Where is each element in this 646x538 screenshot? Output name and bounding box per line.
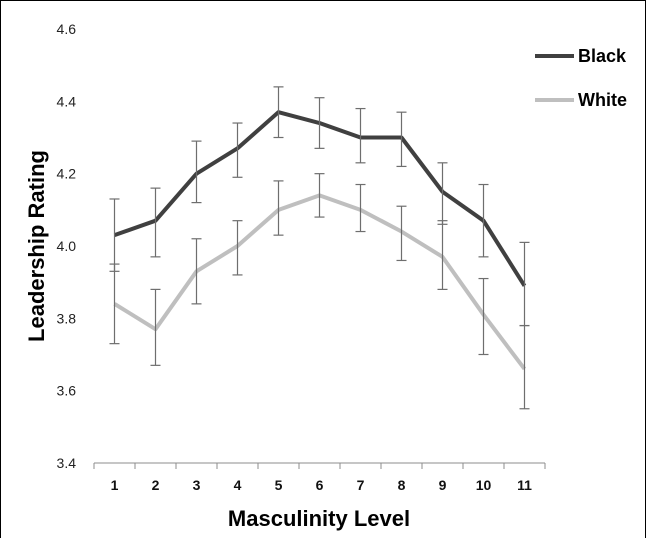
error-bar-white [273,180,284,236]
legend-label-black: Black [578,46,627,66]
error-bar-white [478,277,489,356]
error-bar-white [314,173,325,218]
error-bar-black [478,183,489,258]
error-bar-white [396,205,407,262]
error-bar-black [396,111,407,168]
x-tick-label: 7 [357,477,365,493]
x-axis-title: Masculinity Level [228,506,410,531]
error-bar-black [232,122,243,178]
x-tick-label: 4 [234,477,242,493]
y-tick-label: 3.4 [57,455,77,471]
error-bar-black [355,107,366,164]
series-area [109,86,530,410]
series-line-white [113,193,527,371]
y-axis: 3.4 3.6 3.8 4.0 4.2 4.4 4.6 [57,21,77,471]
error-bar-white [437,220,448,290]
x-tick-label: 6 [316,477,324,493]
error-bar-white [150,288,161,366]
error-bar-black [314,97,325,149]
x-tick-label: 2 [152,477,160,493]
y-tick-label: 3.8 [57,310,77,326]
error-bar-black [273,86,284,139]
legend: Black White [535,46,627,110]
error-bar-white [355,183,366,233]
y-axis-title: Leadership Rating [24,150,49,342]
y-tick-label: 4.4 [57,93,77,109]
y-tick-label: 4.0 [57,238,77,254]
error-bar-black [191,140,202,204]
y-tick-label: 4.2 [57,166,77,182]
x-tick-label: 1 [111,477,119,493]
x-tick-label: 3 [193,477,201,493]
x-axis: 1 2 3 4 5 6 7 8 9 10 11 [93,462,546,493]
error-bar-white [191,238,202,305]
error-bar-black [150,187,161,258]
legend-label-white: White [578,90,627,110]
y-tick-label: 3.6 [57,383,77,399]
x-tick-label: 9 [439,477,447,493]
error-bar-white [109,263,120,345]
x-tick-label: 8 [398,477,406,493]
y-tick-label: 4.6 [57,21,77,37]
error-bar-white [519,324,530,410]
error-bar-white [232,220,243,276]
x-tick-label: 5 [275,477,283,493]
x-tick-label: 10 [476,477,492,493]
x-tick-label: 11 [517,477,532,493]
